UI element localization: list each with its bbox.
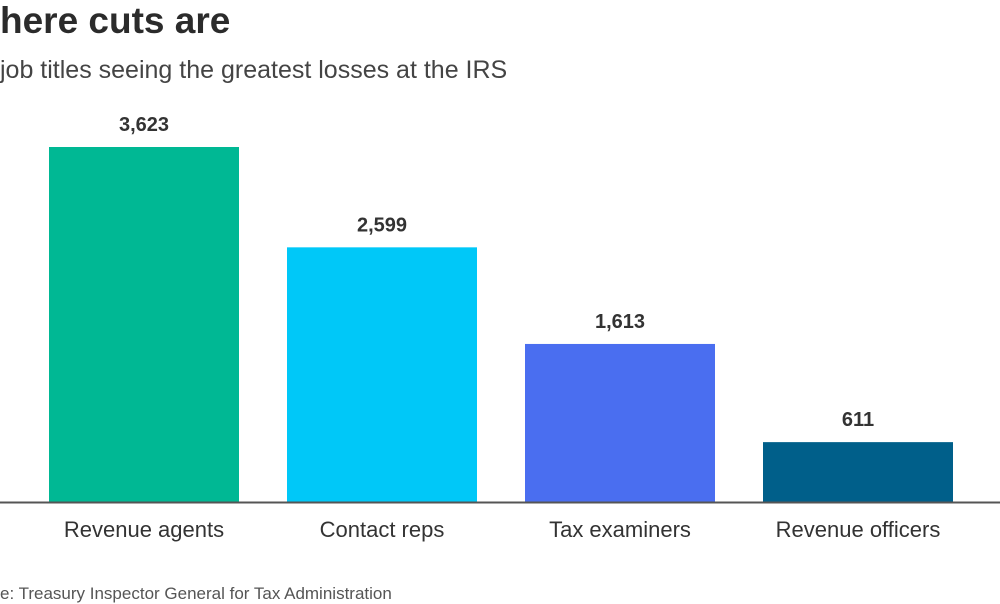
data-label: 1,613 — [595, 311, 645, 333]
chart-title: here cuts are — [0, 0, 231, 41]
data-label: 2,599 — [357, 214, 407, 236]
x-tick-label: Revenue officers — [776, 517, 941, 542]
bar — [49, 147, 239, 502]
bar-chart: 3,623 Revenue agents 2,599 Contact reps 1,61… — [0, 114, 1000, 542]
data-label: 611 — [842, 409, 874, 431]
x-tick-label: Revenue agents — [64, 517, 224, 542]
x-tick-label: Tax examiners — [549, 517, 691, 542]
chart-subtitle: job titles seeing the greatest losses at… — [0, 56, 508, 84]
x-tick-label: Contact reps — [320, 517, 445, 542]
bar — [763, 442, 953, 502]
bar — [287, 247, 477, 502]
bar — [525, 343, 715, 502]
data-label: 3,623 — [119, 114, 169, 136]
source-note: e: Treasury Inspector General for Tax Ad… — [0, 584, 392, 603]
